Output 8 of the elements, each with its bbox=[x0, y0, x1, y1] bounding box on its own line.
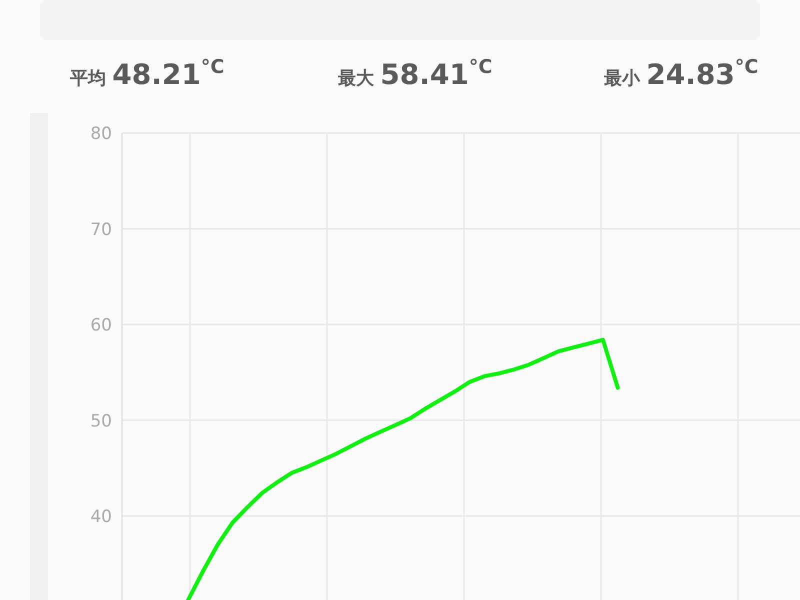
y-tick: 40 bbox=[90, 507, 112, 527]
text: 平均 48.21$^{°C}$ bbox=[70, 56, 224, 91]
y-tick: 70 bbox=[90, 220, 112, 240]
y-tick: 60 bbox=[90, 316, 112, 336]
text: 最小 24.83$^{°C}$ bbox=[604, 56, 758, 91]
y-tick: 50 bbox=[90, 411, 112, 432]
text: 最大 58.41$^{°C}$ bbox=[338, 56, 492, 91]
y-tick: 80 bbox=[90, 124, 112, 144]
